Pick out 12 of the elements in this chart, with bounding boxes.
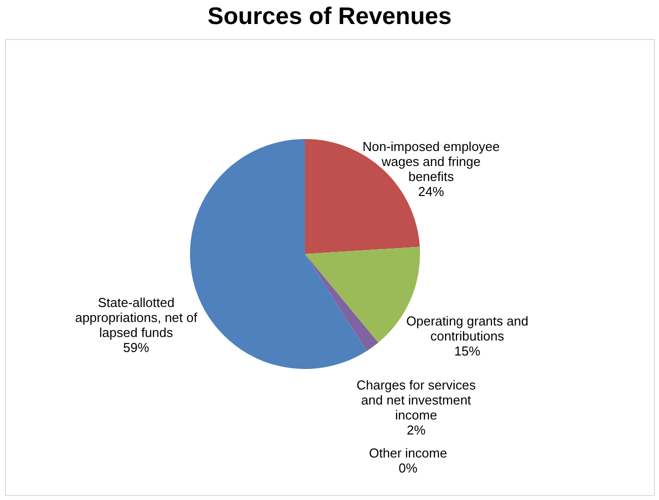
slice-label: Non-imposed employee wages and fringe benefits [362,139,500,184]
chart-title: Sources of Revenues [207,3,452,30]
slice-label: State-allotted appropriations, net of lapsed funds [75,295,198,340]
slice-label: Charges for services and net investment income [356,377,476,422]
slice-label: Operating grants and contributions [406,314,528,344]
pie-slice [305,254,378,352]
data-label: 24% [418,184,445,200]
text: 0% [398,460,418,476]
data-label: 59% [123,340,150,356]
category-label: Other income [369,445,448,460]
data-label: 15% [454,344,481,359]
data-label: 2% [406,422,426,438]
